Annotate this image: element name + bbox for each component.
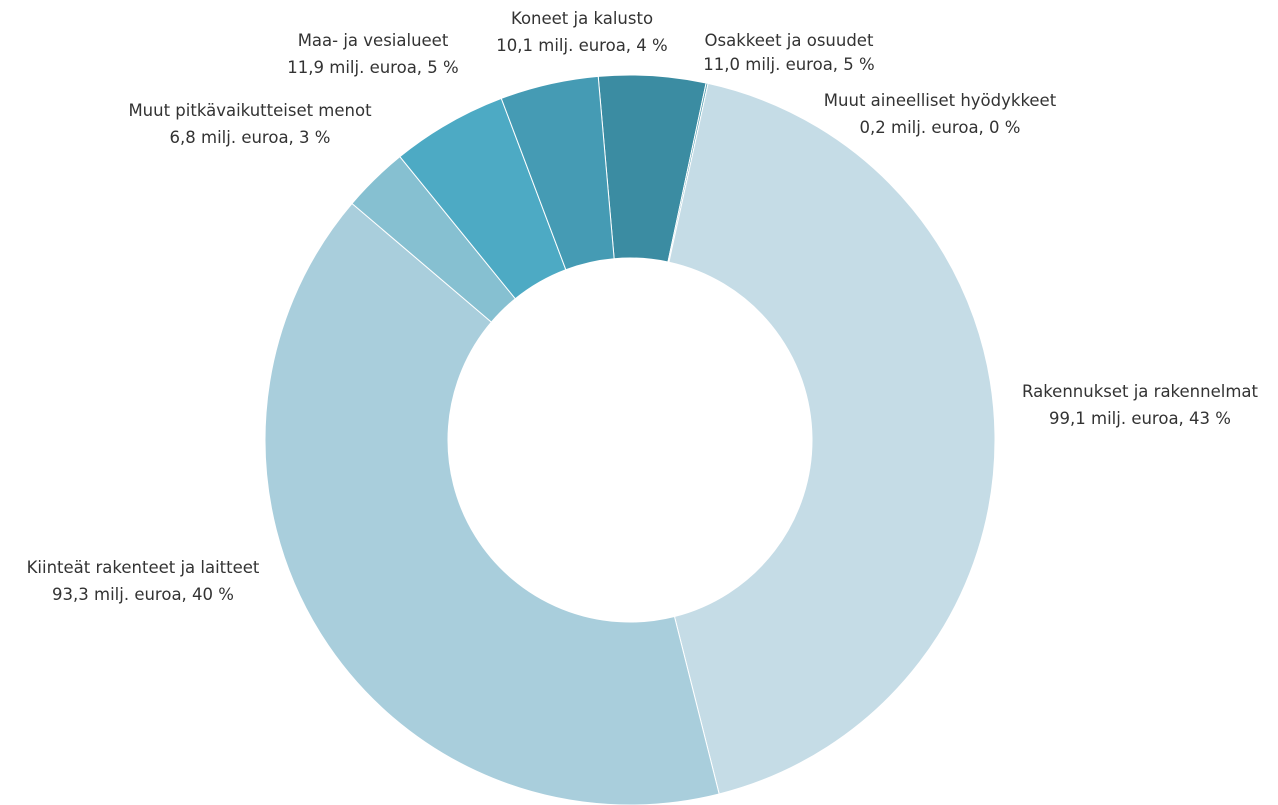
donut-slice-4 xyxy=(264,202,720,805)
slice-name-label: Muut aineelliset hyödykkeet xyxy=(824,91,1057,110)
slice-name-label: Rakennukset ja rakennelmat xyxy=(1022,382,1259,401)
slice-name-label: Kiinteät rakenteet ja laitteet xyxy=(27,558,260,577)
slice-value-label: 99,1 milj. euroa, 43 % xyxy=(1049,409,1231,428)
slice-labels: Osakkeet ja osuudet 11,0 milj. euroa, 5 %… xyxy=(27,9,1259,604)
slice-value-label: 93,3 milj. euroa, 40 % xyxy=(52,585,234,604)
slice-name-label: Maa- ja vesialueet xyxy=(298,31,449,50)
slice-value-label: 11,9 milj. euroa, 5 % xyxy=(287,58,458,77)
slice-value-label: 0,2 milj. euroa, 0 % xyxy=(860,118,1021,137)
donut-slice-7 xyxy=(500,75,615,271)
slice-value-label: 10,1 milj. euroa, 4 % xyxy=(496,36,667,55)
slice-name-label: Koneet ja kalusto xyxy=(511,9,653,28)
donut-slice-3 xyxy=(668,82,996,795)
slice-value-label: 11,0 milj. euroa, 5 % xyxy=(703,55,874,74)
donut-slices xyxy=(264,74,996,805)
slice-name-label: Osakkeet ja osuudet xyxy=(705,31,874,50)
slice-value-label: 6,8 milj. euroa, 3 % xyxy=(170,128,331,147)
slice-name-label: Muut pitkävaikutteiset menot xyxy=(128,101,372,120)
